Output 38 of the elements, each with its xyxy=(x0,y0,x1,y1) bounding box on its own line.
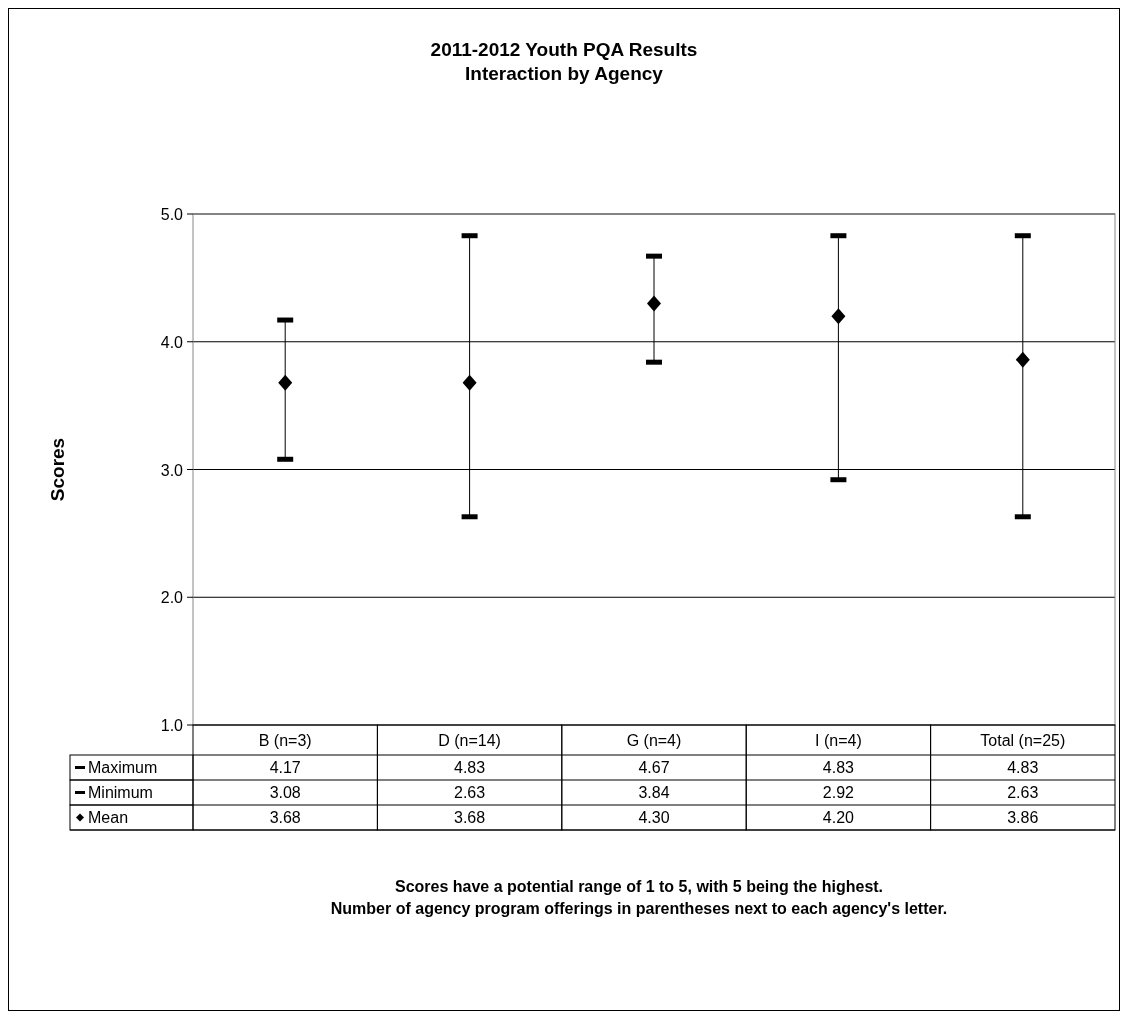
chart-subtitle: Interaction by Agency xyxy=(465,63,664,84)
data-label: 4.83 xyxy=(1007,759,1039,776)
chart-title: 2011-2012 Youth PQA Results xyxy=(430,39,698,60)
x-tick-label: D (n=14) xyxy=(438,732,501,749)
text: Number of agency program offerings in parentheses next to each agency's letter. xyxy=(330,900,948,917)
data-label: 4.20 xyxy=(822,809,855,826)
data-label: 3.08 xyxy=(269,784,301,801)
data-label: 4.17 xyxy=(269,759,301,776)
legend-label: Maximum xyxy=(88,759,158,776)
x-tick-label: I (n=4) xyxy=(815,732,862,749)
data-label: 2.92 xyxy=(822,784,855,801)
data-label: 4.83 xyxy=(454,759,486,776)
data-label: 3.68 xyxy=(454,809,486,826)
x-tick-label: B (n=3) xyxy=(258,732,312,749)
text: Scores have a potential range of 1 to 5, with 5 being the highest. xyxy=(394,878,884,895)
point xyxy=(647,295,661,312)
y-tick-label: 4.0 xyxy=(160,333,184,351)
data-label: 2.63 xyxy=(1007,784,1039,801)
y-tick-label: 3.0 xyxy=(160,461,184,479)
y-tick-label: 5.0 xyxy=(160,206,184,223)
data-label: 3.84 xyxy=(638,784,670,801)
y-tick-label: 1.0 xyxy=(160,717,184,734)
x-tick-label: G (n=4) xyxy=(626,732,682,749)
data-label: 4.67 xyxy=(638,759,670,776)
data-label: 4.30 xyxy=(638,809,670,826)
data-label: 3.86 xyxy=(1007,809,1039,826)
y-tick-label: 2.0 xyxy=(160,589,184,607)
legend-label: Mean xyxy=(88,809,129,826)
point xyxy=(1015,351,1030,368)
point xyxy=(462,374,477,391)
x-tick-label: Total (n=25) xyxy=(980,732,1066,749)
data-label: 3.68 xyxy=(269,809,301,826)
data-label: 4.83 xyxy=(822,759,855,776)
legend-label: Minimum xyxy=(88,784,153,801)
y-axis-title: Scores xyxy=(47,437,68,502)
point xyxy=(278,374,293,391)
point xyxy=(831,308,846,325)
data-label: 2.63 xyxy=(454,784,486,801)
